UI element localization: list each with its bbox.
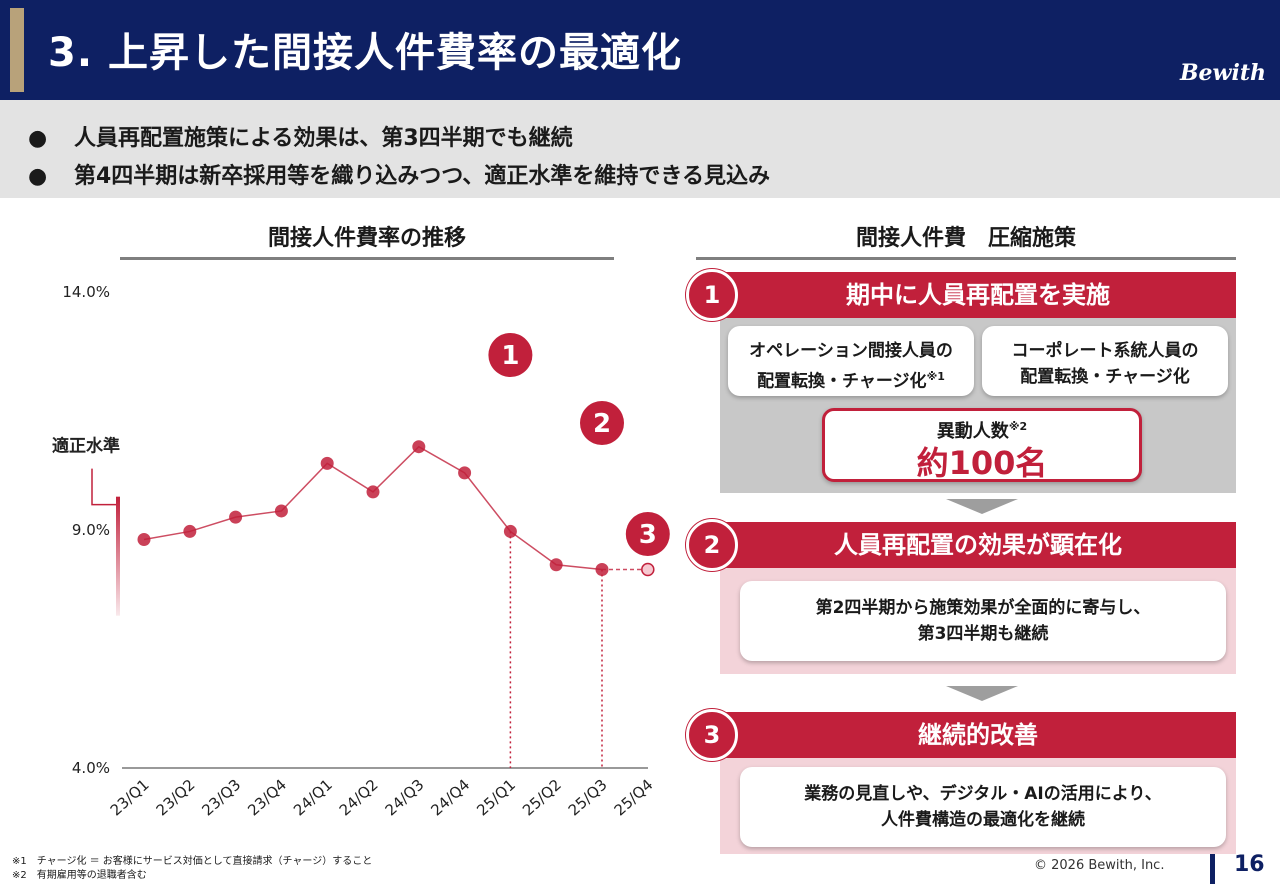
data-point (229, 510, 243, 524)
bullet-icon: ● (28, 126, 48, 151)
step-2-number: 2 (686, 519, 738, 571)
card-line: オペレーション間接人員の (749, 341, 953, 361)
card-line: 人件費構造の最適化を継続 (881, 810, 1085, 830)
down-arrow-icon (946, 499, 1018, 514)
header-accent (10, 8, 24, 92)
summary-text: 第4四半期は新卒採用等を織り込みつつ、適正水準を維持できる見込み (74, 164, 770, 189)
x-tick-label: 24/Q1 (290, 776, 336, 820)
footnote-1: ※1 チャージ化 ＝ お客様にサービス対価として直接請求（チャージ）すること (12, 856, 373, 867)
optimal-range-label: 適正水準 (52, 436, 120, 457)
brand-logo: Bewith (1179, 60, 1266, 86)
y-tick-label: 9.0% (72, 521, 110, 539)
marker-3-circle (625, 512, 670, 556)
data-point (412, 440, 426, 454)
x-tick-label: 25/Q4 (611, 776, 657, 820)
footnote-ref: ※1 (926, 370, 945, 383)
x-tick-label: 25/Q1 (473, 776, 519, 820)
card-line-text: 配置転換・チャージ化 (757, 371, 927, 392)
step-2-title: 人員再配置の効果が顕在化 (720, 522, 1236, 568)
effect-card: 第2四半期から施策効果が全面的に寄与し、 第3四半期も継続 (740, 581, 1226, 661)
marker-1-circle (488, 333, 533, 377)
card-line: 業務の見直しや、デジタル・AIの活用により、 (804, 784, 1162, 804)
x-tick-label: 24/Q3 (382, 776, 428, 820)
x-tick-label: 23/Q2 (153, 776, 199, 820)
optimal-range-bracket (91, 468, 116, 506)
data-point (595, 563, 609, 577)
summary-item: ● 人員再配置施策による効果は、第3四半期でも継続 (28, 120, 573, 152)
label-text: 異動人数 (936, 421, 1009, 442)
chart-section-title: 間接人件費率の推移 (267, 226, 466, 251)
data-point (320, 456, 334, 470)
data-point (458, 466, 472, 480)
measures-section-rule (696, 257, 1236, 260)
data-point (274, 504, 288, 518)
measures-section-title: 間接人件費 圧縮施策 (855, 226, 1076, 251)
operations-staff-card: オペレーション間接人員の 配置転換・チャージ化※1 (728, 326, 974, 396)
card-line: コーポレート系統人員の (1011, 341, 1199, 361)
x-tick-label: 24/Q2 (336, 776, 382, 820)
page-number: 16 (1234, 852, 1265, 877)
step-1-title: 期中に人員再配置を実施 (720, 272, 1236, 318)
step-1-number: 1 (686, 269, 738, 321)
data-point (366, 485, 380, 499)
x-tick-label: 24/Q4 (427, 776, 473, 820)
data-point (183, 524, 197, 538)
summary-item: ● 第4四半期は新卒採用等を織り込みつつ、適正水準を維持できる見込み (28, 158, 770, 190)
card-line: 配置転換・チャージ化※1 (728, 364, 974, 395)
bullet-icon: ● (28, 164, 48, 189)
summary-box: ● 人員再配置施策による効果は、第3四半期でも継続 ● 第4四半期は新卒採用等を織り… (0, 100, 1280, 198)
y-tick-label: 4.0% (72, 759, 110, 777)
footnote-ref: ※2 (1008, 420, 1028, 433)
card-line: 第3四半期も継続 (917, 624, 1049, 644)
data-point (137, 533, 151, 547)
data-point (549, 558, 563, 572)
marker-2-label: 2 (593, 409, 611, 439)
improvement-card: 業務の見直しや、デジタル・AIの活用により、 人件費構造の最適化を継続 (740, 767, 1226, 847)
series-line (143, 445, 603, 571)
y-tick-label: 14.0% (62, 283, 110, 301)
optimal-range-band (116, 496, 120, 616)
step-3-number: 3 (686, 709, 738, 761)
marker-2-circle (580, 401, 624, 445)
card-line: 第2四半期から施策効果が全面的に寄与し、 (815, 598, 1151, 618)
transfer-count-label: 異動人数※2 (825, 415, 1139, 444)
x-tick-label: 25/Q3 (565, 776, 611, 820)
footnote-2: ※2 有期雇用等の退職者含む (12, 870, 147, 881)
x-tick-label: 23/Q1 (107, 776, 153, 820)
marker-3-label: 3 (639, 520, 657, 550)
corporate-staff-card: コーポレート系統人員の 配置転換・チャージ化 (982, 326, 1228, 396)
copyright: © 2026 Bewith, Inc. (1034, 858, 1165, 873)
marker-1-label: 1 (501, 341, 519, 371)
x-tick-label: 23/Q4 (244, 776, 290, 820)
page-title: 3. 上昇した間接人件費率の最適化 (48, 30, 682, 76)
x-tick-label: 25/Q2 (519, 776, 565, 820)
summary-text: 人員再配置施策による効果は、第3四半期でも継続 (74, 126, 573, 151)
data-point (503, 524, 517, 538)
transfer-count-value: 約100名 (916, 444, 1048, 482)
page-number-bar (1210, 854, 1215, 884)
header-bar: 3. 上昇した間接人件費率の最適化 Bewith (0, 0, 1280, 100)
card-line: 配置転換・チャージ化 (1020, 367, 1190, 387)
step-3-title: 継続的改善 (720, 712, 1236, 758)
x-tick-label: 23/Q3 (198, 776, 244, 820)
forecast-point (641, 562, 655, 577)
chart-section-rule (120, 257, 614, 260)
cost-ratio-line-chart: 14.0% 9.0% 4.0% 適正水準 1 2 3 23/Q1 23/Q2 23/Q3 23/Q4… (52, 283, 670, 820)
transfer-count-card: 異動人数※2 約100名 (822, 408, 1142, 482)
down-arrow-icon (946, 686, 1018, 701)
